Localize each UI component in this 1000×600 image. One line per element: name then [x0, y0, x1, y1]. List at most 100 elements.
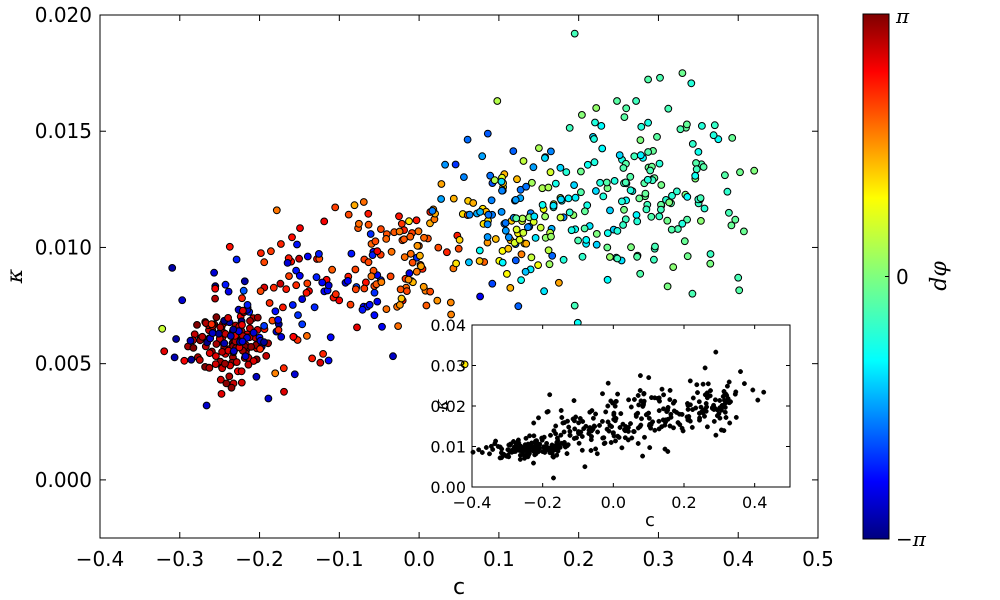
data-point: [240, 277, 249, 286]
data-point: [617, 425, 623, 430]
data-point: [723, 187, 732, 196]
data-point: [298, 295, 307, 304]
data-point: [397, 294, 406, 303]
data-point: [662, 422, 668, 428]
data-point: [364, 209, 373, 218]
data-point: [541, 212, 549, 221]
data-point: [711, 407, 717, 412]
data-point: [359, 198, 368, 206]
data-point: [708, 388, 713, 394]
data-point: [592, 240, 601, 249]
x-tick-label: 0.0: [601, 493, 626, 512]
data-point: [733, 414, 739, 420]
data-point: [657, 205, 665, 214]
data-point: [599, 418, 605, 424]
data-point: [704, 404, 710, 410]
data-point: [710, 121, 719, 130]
data-point: [619, 164, 628, 172]
main-plot-frame: [99, 14, 819, 539]
data-point: [613, 399, 619, 404]
data-point: [640, 453, 646, 459]
data-point: [452, 259, 461, 268]
data-point: [555, 438, 561, 444]
data-point: [622, 428, 628, 434]
data-point: [225, 242, 234, 251]
data-point: [221, 280, 230, 289]
data-point: [637, 388, 643, 393]
data-point: [446, 298, 455, 307]
data-point: [542, 449, 548, 455]
data-point: [262, 352, 271, 360]
inset-scatter-plot: −0.4 −0.2 0.0 0.2 0.4 0.00 0.01 0.02 0.03 0.04 c…: [430, 316, 791, 531]
data-point: [484, 210, 493, 219]
data-point: [583, 423, 589, 429]
data-point: [700, 381, 706, 387]
data-point: [316, 358, 325, 367]
data-point: [280, 387, 288, 396]
data-point: [680, 428, 686, 434]
colorbar-gradient: [862, 13, 890, 540]
data-point: [443, 248, 451, 257]
data-point: [277, 240, 285, 248]
data-point: [225, 372, 234, 381]
data-point: [377, 278, 386, 287]
data-point: [637, 122, 646, 131]
data-point: [738, 369, 743, 375]
data-point: [615, 391, 621, 397]
data-point: [497, 208, 506, 216]
data-point: [613, 254, 622, 263]
data-point: [558, 408, 564, 413]
x-tick-label: −0.4: [453, 493, 492, 512]
data-point: [559, 415, 565, 420]
data-point: [271, 307, 280, 316]
data-point: [483, 129, 492, 138]
data-point: [272, 206, 281, 215]
data-point: [220, 339, 229, 348]
data-point: [646, 415, 652, 421]
data-point: [504, 233, 513, 242]
data-point: [628, 421, 633, 427]
data-point: [454, 244, 463, 253]
data-point: [605, 419, 611, 425]
data-point: [636, 402, 642, 408]
data-point: [545, 260, 554, 269]
data-point: [571, 193, 580, 202]
data-point: [318, 278, 327, 287]
data-point: [698, 122, 706, 130]
data-point: [551, 428, 557, 434]
data-point: [688, 140, 697, 148]
data-point: [600, 391, 605, 397]
data-point: [741, 381, 747, 387]
data-point: [547, 232, 555, 241]
data-point: [412, 267, 421, 276]
data-point: [555, 278, 563, 287]
data-point: [561, 429, 567, 435]
data-point: [498, 258, 507, 267]
data-point: [246, 317, 254, 325]
x-tick-label: −0.2: [235, 547, 284, 571]
data-point: [519, 157, 528, 165]
data-point: [351, 265, 360, 274]
data-point: [554, 446, 560, 452]
data-point: [237, 378, 246, 387]
data-point: [538, 201, 547, 209]
data-point: [615, 151, 624, 160]
data-point: [516, 440, 522, 446]
data-point: [606, 206, 614, 215]
x-tick-label: −0.4: [76, 547, 125, 571]
data-point: [638, 422, 644, 428]
data-point: [290, 370, 299, 379]
data-point: [264, 394, 273, 403]
data-point: [644, 148, 652, 156]
data-point: [528, 178, 536, 187]
data-point: [331, 290, 340, 299]
data-point: [189, 344, 198, 352]
data-point: [656, 408, 662, 414]
data-point: [533, 440, 539, 446]
data-point: [680, 237, 689, 246]
y-tick-label: 0.020: [35, 3, 92, 27]
data-point: [646, 166, 655, 175]
data-point: [702, 365, 708, 371]
data-point: [172, 335, 181, 343]
data-point: [351, 285, 360, 294]
